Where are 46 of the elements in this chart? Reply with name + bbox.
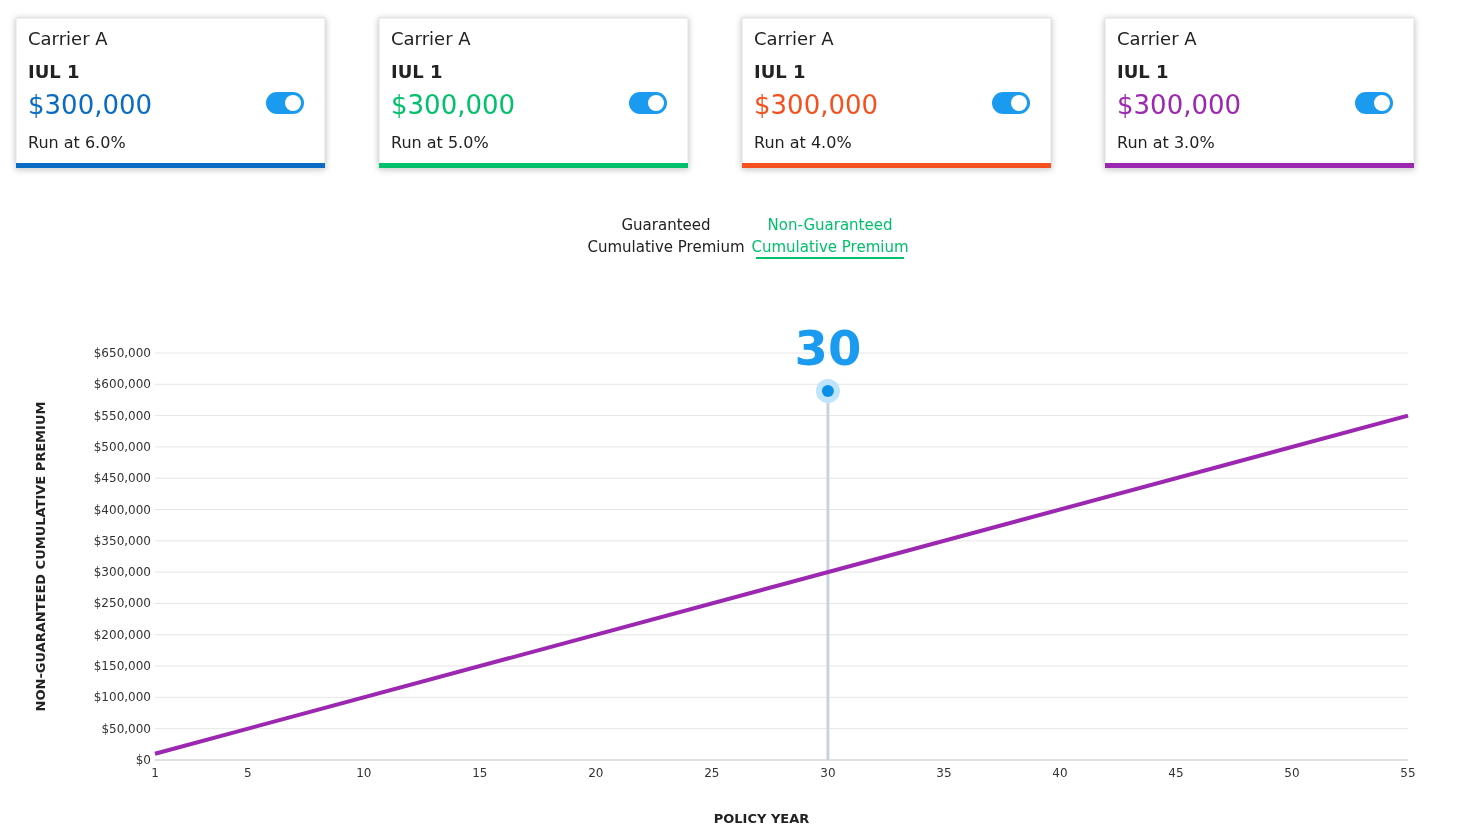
y-tick-label: $450,000 (93, 471, 151, 486)
x-tick-label: 20 (588, 766, 604, 780)
x-tick-label: 5 (243, 766, 252, 780)
x-tick-label: 30 (820, 766, 836, 780)
x-tick-label: 50 (1284, 766, 1300, 780)
x-tick-label: 1 (151, 766, 159, 780)
x-axis-title: POLICY YEAR (713, 811, 810, 826)
text: IUL 1 (28, 61, 80, 82)
ref-line-label: 30 (794, 320, 862, 376)
y-tick-label: $250,000 (93, 596, 151, 611)
y-tick-label: $0 (135, 753, 151, 767)
y-tick-label: $600,000 (93, 377, 151, 392)
text: Run at 3.0% (1117, 133, 1215, 152)
text: $300,000 (754, 90, 879, 120)
y-tick-label: $50,000 (101, 721, 151, 736)
text: Carrier A (28, 28, 109, 49)
y-tick-label: $100,000 (93, 690, 151, 705)
text: $300,000 (1117, 90, 1242, 120)
y-tick-label: $500,000 (93, 439, 151, 454)
text: $300,000 (391, 90, 516, 120)
text: Run at 4.0% (754, 133, 852, 152)
text: Guaranteed Cumulative Premium (587, 216, 745, 256)
text: IUL 1 (1117, 61, 1169, 82)
y-axis-title: NON-GUARANTEED CUMULATIVE PREMIUM (33, 401, 48, 712)
text: Non-Guaranteed Cumulative Premium (751, 216, 909, 256)
text: Carrier A (391, 28, 472, 49)
text: Run at 6.0% (28, 133, 126, 152)
y-tick-label: $550,000 (93, 408, 151, 423)
y-tick-label: $300,000 (93, 565, 151, 580)
x-tick-label: 25 (704, 766, 720, 780)
x-tick-label: 40 (1052, 766, 1068, 780)
x-tick-label: 35 (936, 766, 952, 780)
y-tick-label: $400,000 (93, 502, 151, 517)
text: IUL 1 (391, 61, 443, 82)
y-tick-label: $350,000 (93, 533, 151, 548)
x-tick-label: 45 (1168, 766, 1184, 780)
x-tick-label: 10 (356, 766, 372, 780)
text: Carrier A (1117, 28, 1198, 49)
y-tick-label: $650,000 (93, 346, 151, 360)
x-tick-label: 15 (472, 766, 488, 780)
text: Run at 5.0% (391, 133, 489, 152)
x-tick-label: 55 (1400, 766, 1416, 780)
y-tick-label: $150,000 (93, 659, 151, 674)
text: IUL 1 (754, 61, 806, 82)
text: Carrier A (754, 28, 835, 49)
y-tick-label: $200,000 (93, 627, 151, 642)
